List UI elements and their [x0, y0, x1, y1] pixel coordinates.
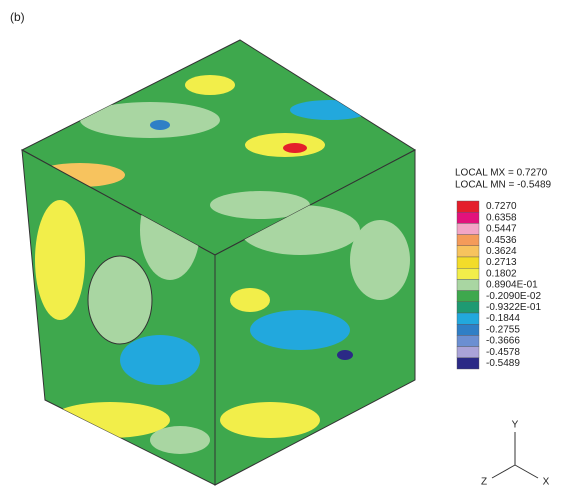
- axis-label: Y: [512, 420, 519, 431]
- legend-label: 0.7270: [486, 201, 517, 212]
- legend-swatch: [457, 324, 479, 335]
- legend-label: -0.2755: [486, 324, 520, 335]
- legend-label: 0.4536: [486, 235, 517, 246]
- axis-label: X: [543, 477, 550, 488]
- legend: 0.72700.63580.54470.45360.36240.27130.18…: [457, 201, 541, 369]
- axis-triad: [492, 432, 538, 478]
- legend-label: -0.1844: [486, 313, 520, 324]
- legend-swatch: [457, 291, 479, 302]
- legend-label: -0.4578: [486, 347, 520, 358]
- legend-label: 0.2713: [486, 257, 517, 268]
- legend-label: 0.5447: [486, 224, 517, 235]
- legend-swatch: [457, 235, 479, 246]
- panel-label: (b): [10, 10, 25, 24]
- legend-label: 0.6358: [486, 212, 517, 223]
- legend-swatch: [457, 313, 479, 324]
- legend-label: 0.8904E-01: [486, 280, 538, 291]
- legend-swatch: [457, 201, 479, 212]
- contour-cube: [22, 40, 415, 485]
- figure: (b): [0, 0, 576, 490]
- legend-swatch: [457, 257, 479, 268]
- legend-swatch: [457, 302, 479, 313]
- legend-min: LOCAL MN = -0.5489: [455, 180, 552, 191]
- axis-label: Z: [481, 477, 487, 488]
- legend-swatch: [457, 223, 479, 234]
- legend-swatch: [457, 358, 479, 369]
- legend-swatch: [457, 268, 479, 279]
- legend-max: LOCAL MX = 0.7270: [455, 168, 548, 179]
- legend-label: 0.3624: [486, 246, 517, 257]
- legend-label: -0.5489: [486, 358, 520, 369]
- legend-label: -0.2090E-02: [486, 291, 541, 302]
- legend-swatch: [457, 347, 479, 358]
- legend-label: -0.9322E-01: [486, 302, 541, 313]
- legend-swatch: [457, 212, 479, 223]
- legend-label: 0.1802: [486, 268, 517, 279]
- legend-swatch: [457, 246, 479, 257]
- legend-label: -0.3666: [486, 336, 520, 347]
- legend-swatch: [457, 335, 479, 346]
- legend-swatch: [457, 279, 479, 290]
